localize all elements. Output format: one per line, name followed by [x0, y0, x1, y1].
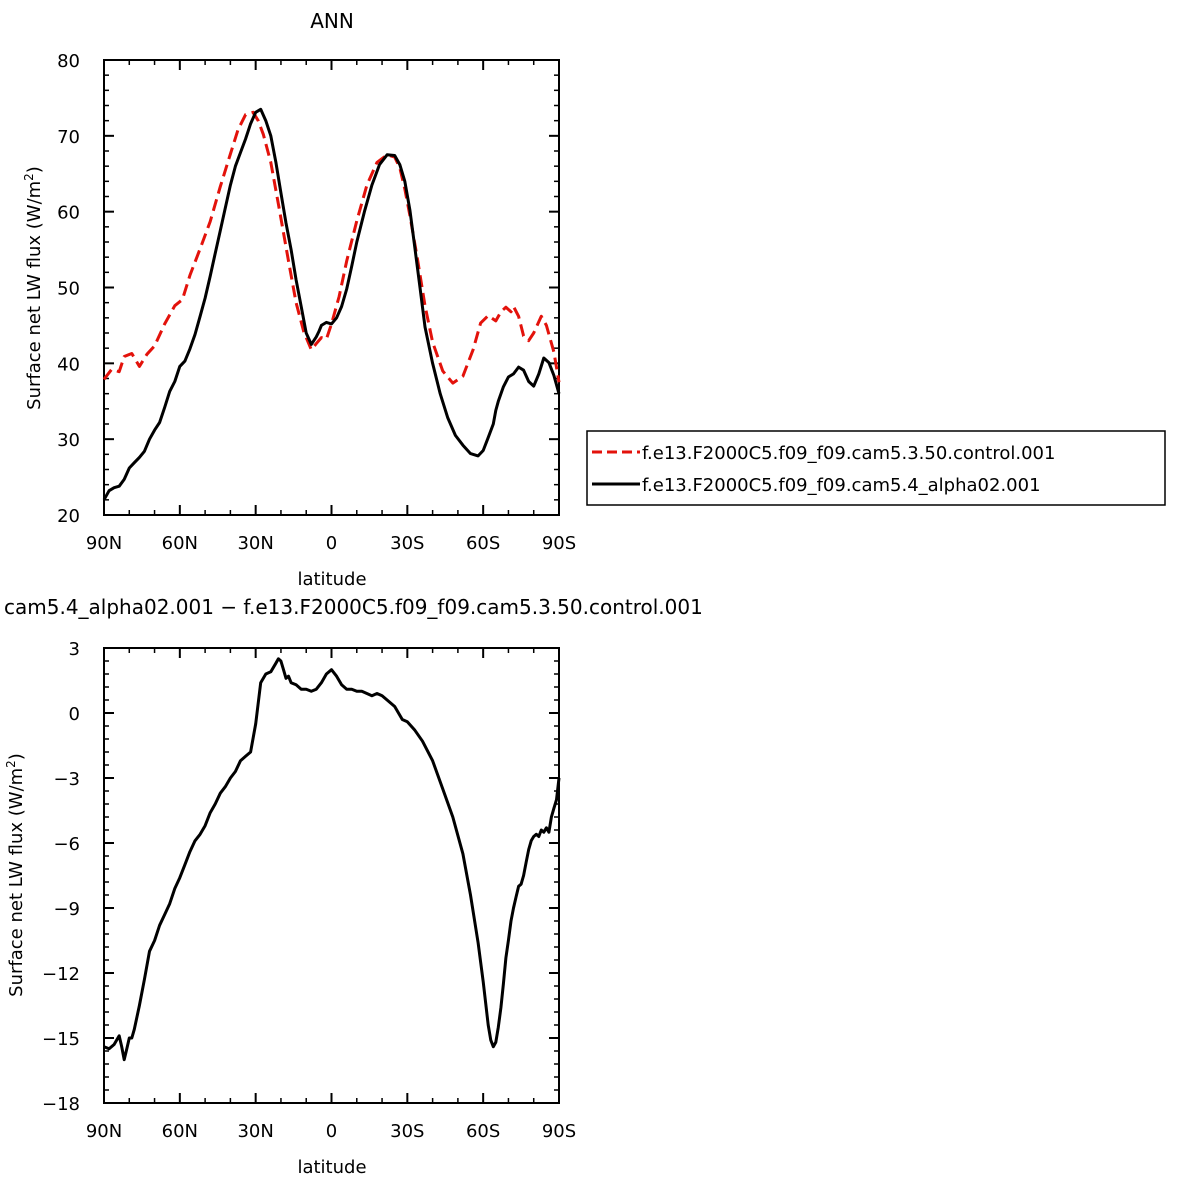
bottom-panel-title: cam5.4_alpha02.001 − f.e13.F2000C5.f09_f… — [4, 595, 703, 619]
bottom-panel: cam5.4_alpha02.001 − f.e13.F2000C5.f09_f… — [4, 595, 703, 1178]
bottom-series-line-1 — [103, 657, 561, 1062]
bottom-y-axis-label: Surface net LW flux (W/m2) — [4, 753, 27, 997]
top-x-tick-label: 90N — [86, 533, 122, 554]
bottom-x-tick-label: 60N — [162, 1121, 198, 1142]
legend: f.e13.F2000C5.f09_f09.cam5.3.50.control.… — [586, 430, 1166, 506]
top-plot-frame — [103, 59, 560, 516]
legend-label-control: f.e13.F2000C5.f09_f09.cam5.3.50.control.… — [642, 443, 1055, 464]
bottom-x-tick-label: 30S — [390, 1121, 424, 1142]
bottom-y-tick-label: −6 — [53, 834, 80, 855]
top-x-tick-label: 30N — [237, 533, 273, 554]
top-panel: ANN 90N 60N 30N 0 30S 60S 90S 20 30 40 50 60 70 80 la… — [22, 9, 576, 590]
top-x-tick-label: 90S — [542, 533, 576, 554]
top-x-tick-label: 30S — [390, 533, 424, 554]
bottom-y-tick-label: −18 — [42, 1094, 80, 1115]
top-y-tick-label: 80 — [57, 51, 80, 72]
bottom-x-tick-label: 0 — [326, 1121, 337, 1142]
bottom-x-axis-label: latitude — [297, 1157, 366, 1178]
bottom-x-tick-label: 30N — [237, 1121, 273, 1142]
top-y-tick-label: 50 — [57, 279, 80, 300]
bottom-y-tick-label: −12 — [42, 964, 80, 985]
bottom-y-tick-label: −9 — [53, 899, 80, 920]
top-y-tick-label: 20 — [57, 506, 80, 527]
top-y-tick-label: 60 — [57, 203, 80, 224]
top-y-tick-label: 40 — [57, 354, 80, 375]
bottom-y-tick-label: −3 — [53, 769, 80, 790]
bottom-y-tick-label: 3 — [69, 639, 80, 660]
bottom-x-tick-label: 90S — [542, 1121, 576, 1142]
top-y-tick-label: 70 — [57, 127, 80, 148]
bottom-x-tick-label: 60S — [466, 1121, 500, 1142]
top-x-tick-label: 60S — [466, 533, 500, 554]
bottom-x-tick-label: 90N — [86, 1121, 122, 1142]
top-x-tick-label: 60N — [162, 533, 198, 554]
top-series-line-1 — [102, 110, 561, 385]
bottom-y-tick-label: 0 — [69, 704, 80, 725]
top-y-tick-label: 30 — [57, 430, 80, 451]
top-panel-title: ANN — [310, 9, 354, 33]
legend-box — [586, 430, 1166, 506]
top-y-axis-label: Surface net LW flux (W/m2) — [22, 166, 45, 410]
bottom-y-tick-label: −15 — [42, 1029, 80, 1050]
top-series-line-2 — [102, 107, 561, 501]
top-x-tick-label: 0 — [326, 533, 337, 554]
top-x-axis-label: latitude — [297, 569, 366, 590]
legend-label-alpha: f.e13.F2000C5.f09_f09.cam5.4_alpha02.001 — [642, 475, 1041, 496]
